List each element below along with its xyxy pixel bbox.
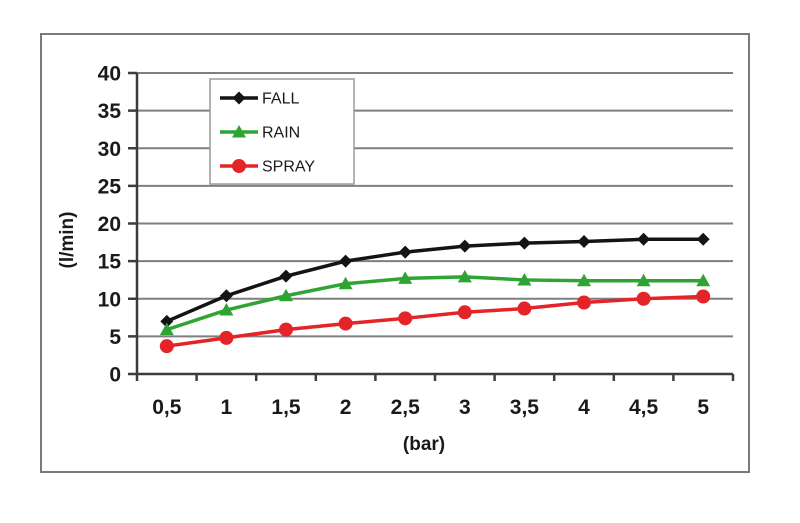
y-tick-label: 0: [109, 364, 121, 387]
chart-frame: 0 5 10 15 20 25 30 35 40 0,5 1 1,5 2 2,5 3 3,5 4 4,5 5 FALL…: [40, 33, 750, 473]
legend-marker-spray: [232, 159, 246, 173]
flow-rate-chart: 0 5 10 15 20 25 30 35 40 0,5 1 1,5 2 2,5 3 3,5 4 4,5 5 FALL…: [98, 63, 735, 419]
y-tick-label: 20: [98, 213, 121, 236]
x-tick-label: 3,5: [510, 396, 540, 419]
x-tick-label: 1: [221, 396, 233, 419]
marker-spray: [279, 322, 293, 337]
x-tick-label: 3: [459, 396, 471, 419]
marker-spray: [398, 311, 413, 326]
y-tick-label: 35: [98, 100, 122, 123]
marker-spray: [517, 301, 532, 316]
x-tick-label: 4,5: [629, 396, 659, 419]
marker-fall: [458, 239, 472, 253]
marker-rain: [457, 269, 472, 283]
x-tick-label: 2,5: [391, 396, 421, 419]
marker-spray: [338, 316, 353, 331]
x-tick-label: 2: [340, 396, 352, 419]
marker-rain: [338, 276, 353, 290]
legend-label-fall: FALL: [262, 91, 299, 108]
marker-rain: [577, 273, 591, 287]
legend-marker-rain: [232, 125, 246, 138]
x-tick-label: 5: [697, 396, 709, 419]
y-tick-label: 5: [109, 326, 121, 349]
marker-fall: [577, 235, 591, 249]
marker-spray: [696, 289, 711, 304]
legend-label-spray: SPRAY: [262, 159, 315, 176]
series-line-spray: [165, 294, 705, 348]
marker-rain: [517, 272, 532, 286]
x-tick-label: 1,5: [271, 396, 301, 419]
y-tick-label: 30: [98, 138, 121, 161]
marker-spray: [159, 339, 174, 354]
marker-fall: [279, 269, 293, 283]
marker-rain: [398, 271, 413, 284]
marker-fall: [398, 245, 412, 259]
series-line-rain: [165, 275, 705, 332]
series-line-fall: [165, 237, 705, 324]
marker-rain: [159, 322, 174, 336]
y-tick-label: 40: [98, 63, 121, 86]
marker-spray: [577, 295, 591, 310]
x-tick-label: 4: [578, 396, 590, 419]
marker-spray: [219, 330, 234, 345]
marker-fall: [696, 232, 710, 246]
marker-fall: [160, 314, 174, 328]
y-tick-label: 25: [98, 175, 122, 198]
y-tick-label: 15: [98, 251, 122, 274]
marker-fall: [339, 254, 353, 268]
marker-rain: [279, 288, 293, 302]
marker-rain: [636, 273, 651, 287]
marker-rain: [696, 273, 711, 287]
x-tick-label: 0,5: [152, 396, 182, 419]
marker-spray: [457, 305, 472, 320]
y-tick-label: 10: [98, 288, 121, 311]
marker-spray: [636, 291, 651, 306]
x-axis-title: (bar): [402, 434, 446, 455]
marker-rain: [219, 303, 234, 316]
marker-fall: [637, 232, 651, 246]
y-axis-title: (l/min): [57, 211, 78, 269]
marker-fall: [517, 236, 531, 250]
marker-fall: [219, 289, 233, 303]
legend-label-rain: RAIN: [262, 125, 300, 142]
legend-marker-fall: [232, 91, 246, 105]
